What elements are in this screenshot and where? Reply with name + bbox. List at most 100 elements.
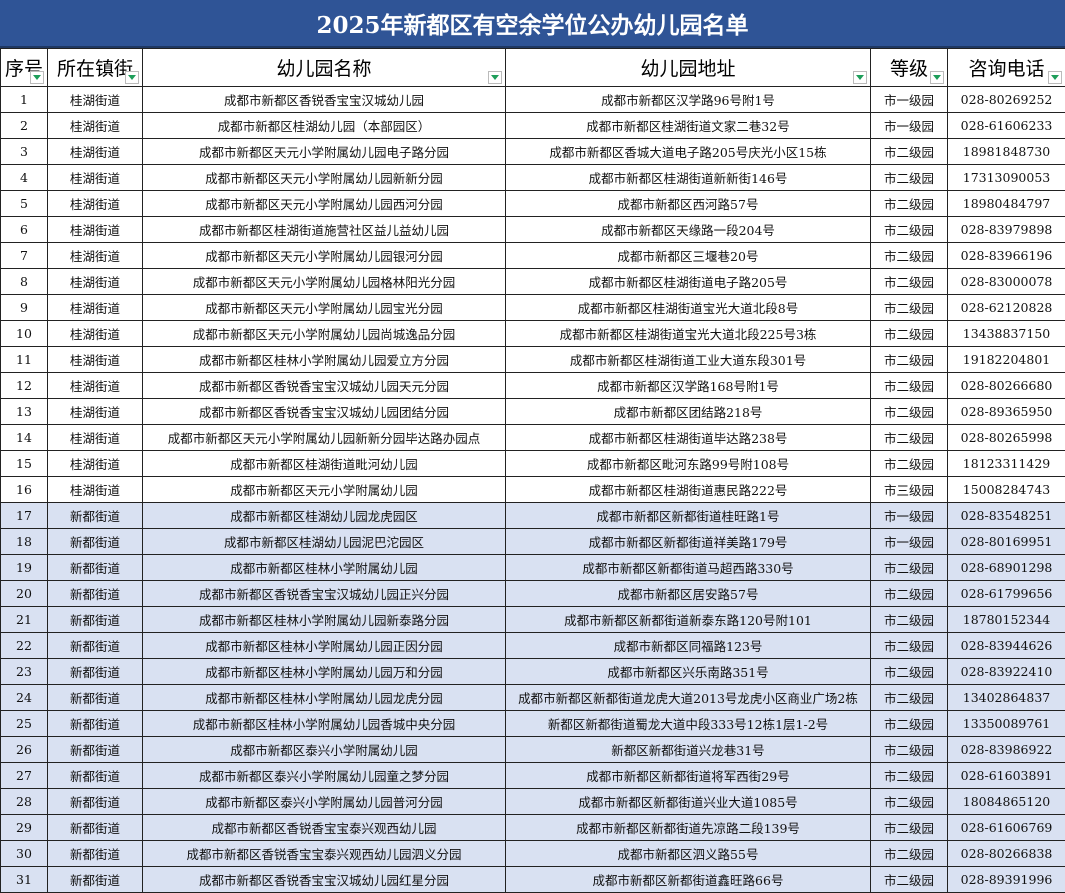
- cell-phone[interactable]: 028-83000078: [947, 268, 1065, 295]
- cell-phone[interactable]: 028-80269252: [947, 86, 1065, 113]
- cell-street[interactable]: 新都街道: [47, 502, 143, 529]
- cell-name[interactable]: 成都市新都区天元小学附属幼儿园尚城逸品分园: [142, 320, 506, 347]
- cell-street[interactable]: 新都街道: [47, 658, 143, 685]
- cell-level[interactable]: 市一级园: [870, 86, 948, 113]
- cell-street[interactable]: 新都街道: [47, 762, 143, 789]
- cell-level[interactable]: 市一级园: [870, 112, 948, 139]
- cell-address[interactable]: 成都市新都区桂湖街道工业大道东段301号: [505, 346, 871, 373]
- cell-index[interactable]: 18: [0, 528, 48, 555]
- cell-level[interactable]: 市二级园: [870, 684, 948, 711]
- cell-street[interactable]: 桂湖街道: [47, 320, 143, 347]
- cell-street[interactable]: 新都街道: [47, 814, 143, 841]
- cell-address[interactable]: 成都市新都区居安路57号: [505, 580, 871, 607]
- cell-name[interactable]: 成都市新都区桂湖幼儿园（本部园区）: [142, 112, 506, 139]
- cell-index[interactable]: 31: [0, 866, 48, 893]
- cell-address[interactable]: 成都市新都区新都街道将军西街29号: [505, 762, 871, 789]
- cell-address[interactable]: 成都市新都区香城大道电子路205号庆光小区15栋: [505, 138, 871, 165]
- cell-level[interactable]: 市二级园: [870, 372, 948, 399]
- cell-index[interactable]: 19: [0, 554, 48, 581]
- cell-address[interactable]: 成都市新都区西河路57号: [505, 190, 871, 217]
- cell-street[interactable]: 桂湖街道: [47, 190, 143, 217]
- cell-address[interactable]: 成都市新都区桂湖街道惠民路222号: [505, 476, 871, 503]
- cell-phone[interactable]: 18980484797: [947, 190, 1065, 217]
- cell-index[interactable]: 13: [0, 398, 48, 425]
- cell-phone[interactable]: 028-89365950: [947, 398, 1065, 425]
- cell-level[interactable]: 市二级园: [870, 788, 948, 815]
- cell-level[interactable]: 市二级园: [870, 450, 948, 477]
- cell-name[interactable]: 成都市新都区天元小学附属幼儿园格林阳光分园: [142, 268, 506, 295]
- cell-level[interactable]: 市二级园: [870, 164, 948, 191]
- cell-address[interactable]: 成都市新都区新都街道马超西路330号: [505, 554, 871, 581]
- cell-index[interactable]: 5: [0, 190, 48, 217]
- cell-street[interactable]: 桂湖街道: [47, 372, 143, 399]
- cell-name[interactable]: 成都市新都区桂林小学附属幼儿园香城中央分园: [142, 710, 506, 737]
- cell-name[interactable]: 成都市新都区天元小学附属幼儿园宝光分园: [142, 294, 506, 321]
- cell-street[interactable]: 新都街道: [47, 632, 143, 659]
- cell-address[interactable]: 成都市新都区新都街道鑫旺路66号: [505, 866, 871, 893]
- cell-street[interactable]: 桂湖街道: [47, 424, 143, 451]
- cell-index[interactable]: 14: [0, 424, 48, 451]
- filter-dropdown-icon[interactable]: [488, 71, 502, 84]
- cell-street[interactable]: 桂湖街道: [47, 476, 143, 503]
- cell-level[interactable]: 市三级园: [870, 476, 948, 503]
- cell-index[interactable]: 30: [0, 840, 48, 867]
- cell-address[interactable]: 新都区新都街道兴龙巷31号: [505, 736, 871, 763]
- cell-level[interactable]: 市二级园: [870, 216, 948, 243]
- cell-phone[interactable]: 028-83986922: [947, 736, 1065, 763]
- cell-name[interactable]: 成都市新都区桂湖街道毗河幼儿园: [142, 450, 506, 477]
- cell-name[interactable]: 成都市新都区桂林小学附属幼儿园爱立方分园: [142, 346, 506, 373]
- cell-address[interactable]: 成都市新都区兴乐南路351号: [505, 658, 871, 685]
- cell-index[interactable]: 25: [0, 710, 48, 737]
- cell-address[interactable]: 成都市新都区团结路218号: [505, 398, 871, 425]
- cell-name[interactable]: 成都市新都区桂湖街道施营社区益儿益幼儿园: [142, 216, 506, 243]
- cell-street[interactable]: 新都街道: [47, 580, 143, 607]
- cell-street[interactable]: 桂湖街道: [47, 86, 143, 113]
- cell-level[interactable]: 市二级园: [870, 346, 948, 373]
- cell-level[interactable]: 市二级园: [870, 710, 948, 737]
- cell-index[interactable]: 28: [0, 788, 48, 815]
- cell-street[interactable]: 桂湖街道: [47, 398, 143, 425]
- cell-phone[interactable]: 13438837150: [947, 320, 1065, 347]
- cell-index[interactable]: 7: [0, 242, 48, 269]
- cell-level[interactable]: 市二级园: [870, 762, 948, 789]
- cell-level[interactable]: 市二级园: [870, 554, 948, 581]
- cell-level[interactable]: 市二级园: [870, 736, 948, 763]
- cell-street[interactable]: 新都街道: [47, 840, 143, 867]
- cell-index[interactable]: 12: [0, 372, 48, 399]
- cell-index[interactable]: 10: [0, 320, 48, 347]
- cell-level[interactable]: 市二级园: [870, 632, 948, 659]
- cell-phone[interactable]: 028-61603891: [947, 762, 1065, 789]
- cell-index[interactable]: 4: [0, 164, 48, 191]
- cell-index[interactable]: 16: [0, 476, 48, 503]
- cell-street[interactable]: 新都街道: [47, 710, 143, 737]
- cell-level[interactable]: 市二级园: [870, 268, 948, 295]
- cell-index[interactable]: 20: [0, 580, 48, 607]
- cell-address[interactable]: 成都市新都区桂湖街道文家二巷32号: [505, 112, 871, 139]
- cell-name[interactable]: 成都市新都区香锐香宝宝汉城幼儿园红星分园: [142, 866, 506, 893]
- cell-address[interactable]: 成都市新都区同福路123号: [505, 632, 871, 659]
- cell-street[interactable]: 桂湖街道: [47, 112, 143, 139]
- cell-level[interactable]: 市二级园: [870, 294, 948, 321]
- cell-street[interactable]: 桂湖街道: [47, 268, 143, 295]
- cell-index[interactable]: 1: [0, 86, 48, 113]
- cell-level[interactable]: 市二级园: [870, 840, 948, 867]
- cell-phone[interactable]: 028-83944626: [947, 632, 1065, 659]
- cell-index[interactable]: 8: [0, 268, 48, 295]
- cell-address[interactable]: 成都市新都区桂湖街道宝光大道北段8号: [505, 294, 871, 321]
- cell-address[interactable]: 成都市新都区天缘路一段204号: [505, 216, 871, 243]
- cell-street[interactable]: 桂湖街道: [47, 164, 143, 191]
- cell-address[interactable]: 成都市新都区新都街道龙虎大道2013号龙虎小区商业广场2栋: [505, 684, 871, 711]
- cell-name[interactable]: 成都市新都区天元小学附属幼儿园新新分园毕达路办园点: [142, 424, 506, 451]
- filter-dropdown-icon[interactable]: [853, 71, 867, 84]
- cell-phone[interactable]: 028-80265998: [947, 424, 1065, 451]
- cell-phone[interactable]: 18084865120: [947, 788, 1065, 815]
- cell-name[interactable]: 成都市新都区天元小学附属幼儿园西河分园: [142, 190, 506, 217]
- cell-level[interactable]: 市一级园: [870, 502, 948, 529]
- cell-index[interactable]: 9: [0, 294, 48, 321]
- cell-index[interactable]: 6: [0, 216, 48, 243]
- cell-address[interactable]: 成都市新都区桂湖街道新新街146号: [505, 164, 871, 191]
- cell-street[interactable]: 新都街道: [47, 684, 143, 711]
- cell-address[interactable]: 成都市新都区毗河东路99号附108号: [505, 450, 871, 477]
- cell-name[interactable]: 成都市新都区泰兴小学附属幼儿园: [142, 736, 506, 763]
- cell-level[interactable]: 市二级园: [870, 658, 948, 685]
